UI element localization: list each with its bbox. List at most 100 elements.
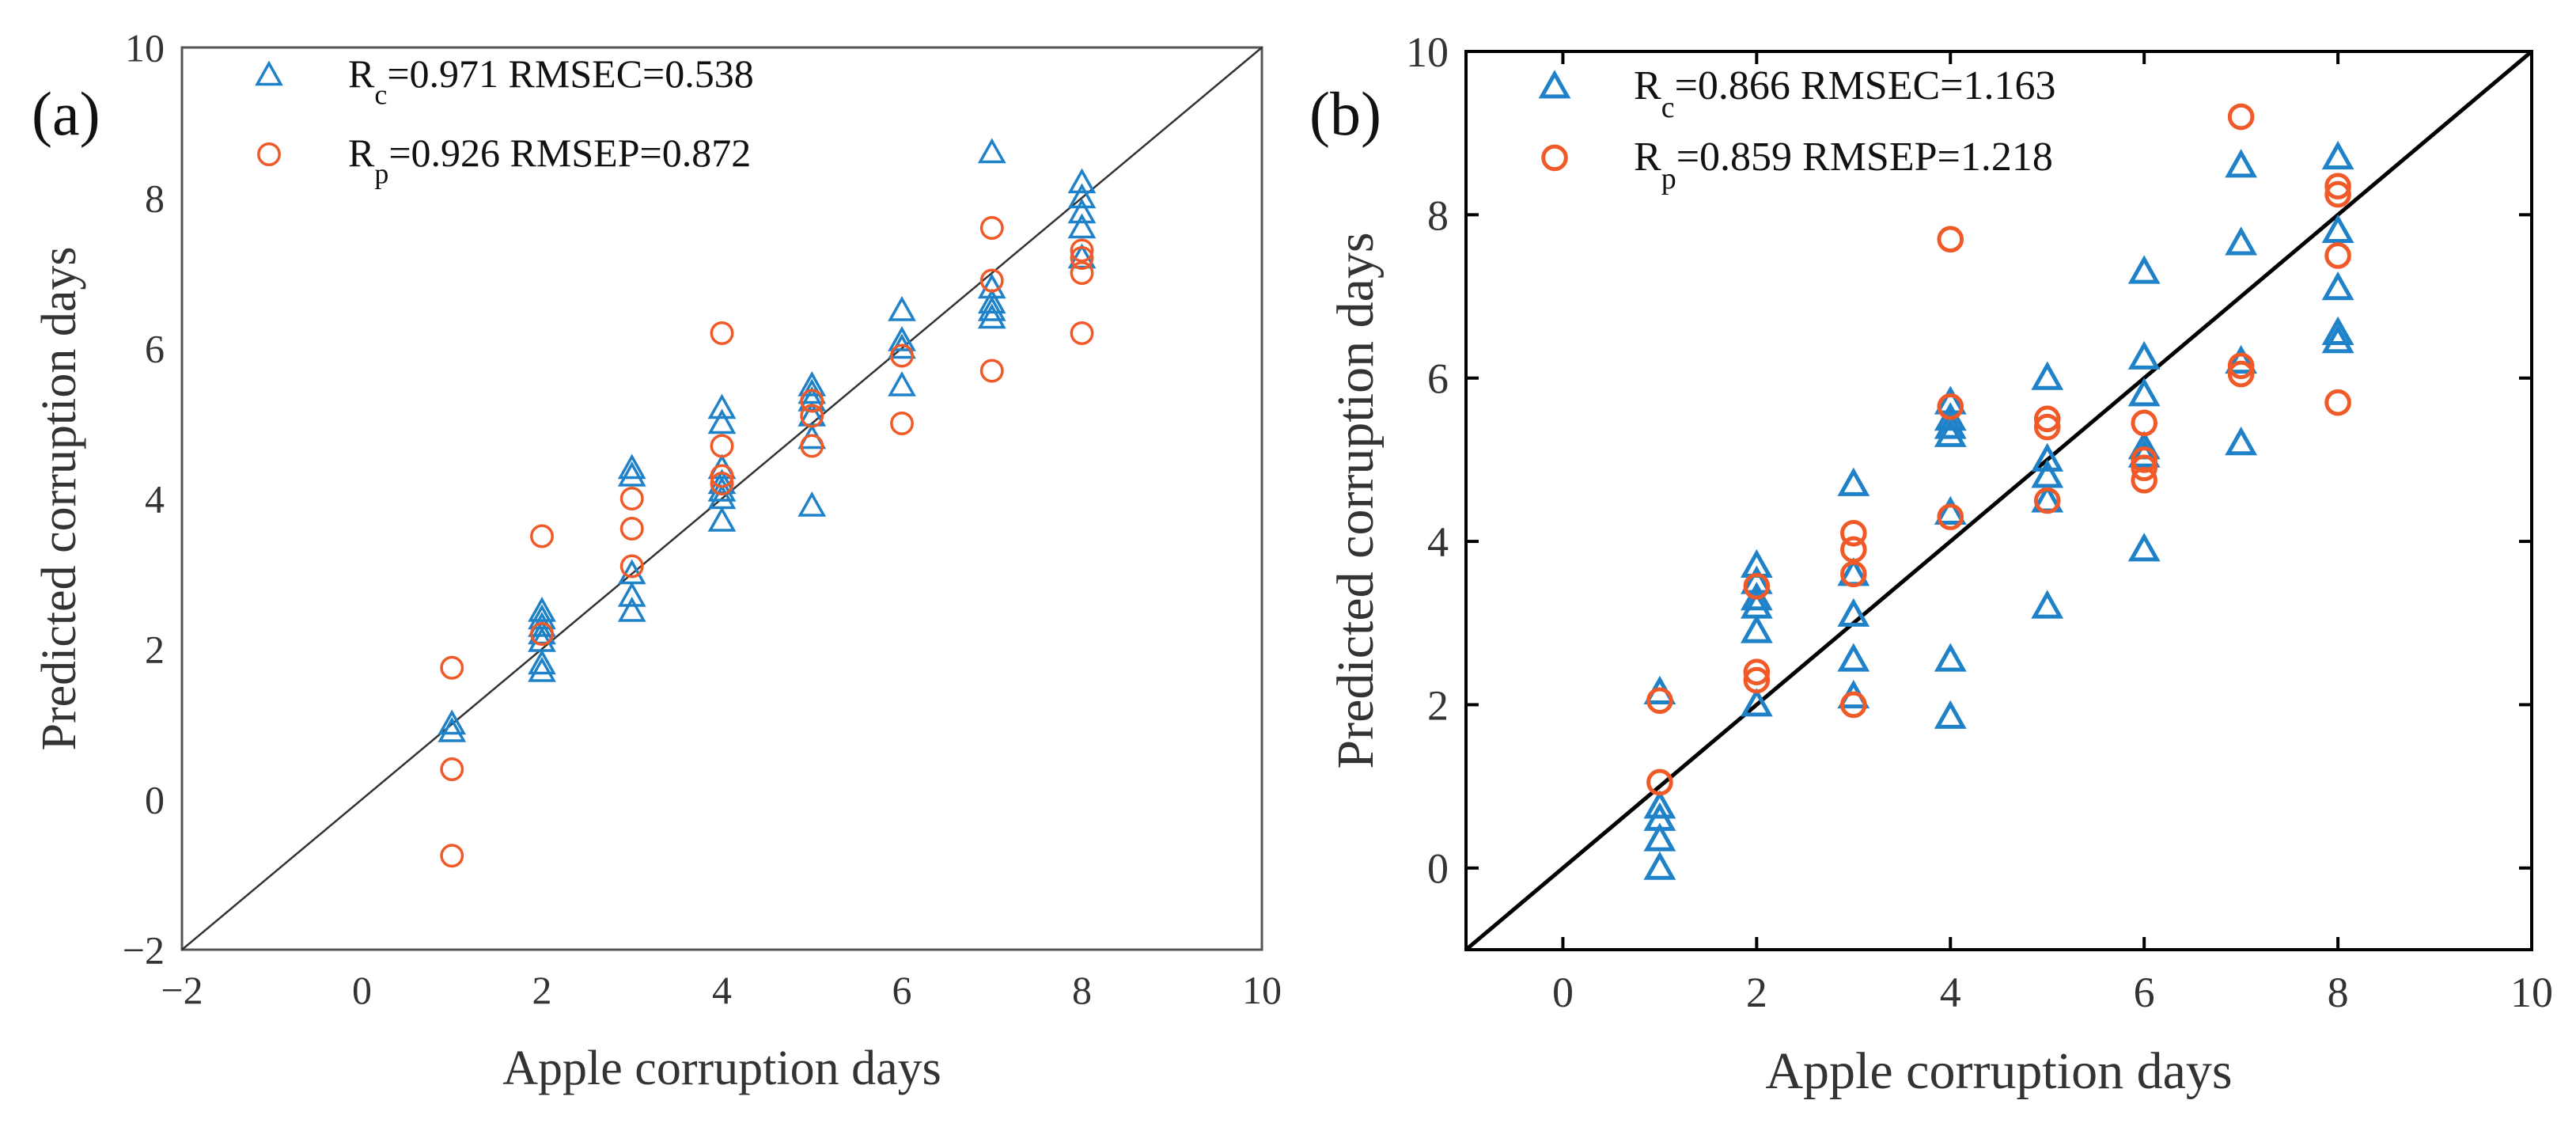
panel-a-point-calibration [888, 371, 916, 396]
panel-a-legend-main: R [348, 51, 375, 96]
panel-b-point-prediction [1937, 226, 1964, 253]
panel-b-point-calibration [1837, 598, 1870, 627]
panel-a-point-calibration [1067, 198, 1097, 224]
panel-b-point-calibration [1837, 643, 1870, 672]
panel-a-point-calibration [707, 506, 737, 532]
panel-b-x-tick-label: 10 [2510, 969, 2553, 1016]
panel-a-point-prediction [1070, 246, 1094, 270]
panel-b-point-prediction [1840, 560, 1867, 588]
panel-a-legend-rest: =0.971 RMSEC=0.538 [387, 51, 753, 96]
panel-a-point-prediction [800, 434, 824, 458]
panel-b-point-calibration [2031, 590, 2064, 619]
panel-b-point-prediction [1646, 687, 1673, 715]
panel-b-point-prediction [2324, 242, 2351, 269]
panel-b-point-calibration [2321, 214, 2354, 243]
panel-a-point-prediction [1070, 238, 1094, 263]
panel-a-x-tick-label: 2 [532, 968, 552, 1012]
panel-a-point-prediction [619, 517, 644, 541]
panel-a-y-tick-label: 10 [125, 26, 165, 70]
panel-b-point-prediction [1743, 666, 1771, 694]
panel-b-point-prediction [1646, 768, 1673, 796]
panel-b-y-tick-label: 8 [1427, 192, 1449, 239]
panel-b-point-prediction [2131, 409, 2157, 437]
panel-a-point-calibration [888, 326, 916, 351]
panel-b-point-calibration [2127, 438, 2161, 468]
panel-b-y-tick-label: 0 [1427, 845, 1449, 893]
panel-b-point-prediction [1840, 691, 1867, 719]
panel-b-legend-main: R [1634, 63, 1661, 108]
panel-a-point-prediction [619, 554, 644, 579]
panel-b-y-tick-label: 2 [1427, 681, 1449, 729]
panel-a-point-calibration [977, 138, 1006, 164]
panel-a-point-prediction [440, 655, 464, 680]
panel-b-legend-label-calibration: Rc=0.866 RMSEC=1.163 [1634, 63, 2056, 124]
panel-a-x-tick-label: 8 [1072, 968, 1092, 1012]
panel-a-y-ticks: −2 0 2 4 6 8 10 [123, 26, 165, 973]
panel-a-y-tick-label: −2 [123, 928, 165, 973]
panel-b-point-calibration [1934, 700, 1967, 729]
panel-a-x-ticks: −2 0 2 4 6 8 10 [161, 968, 1282, 1012]
panel-b-point-prediction [2131, 454, 2157, 482]
panel-a-legend-main: R [348, 131, 375, 175]
panel-b-point-prediction [2227, 352, 2255, 380]
panel-b-point-prediction [1743, 573, 1771, 600]
panel-a-y-tick-label: 2 [145, 628, 165, 672]
panel-a-legend: Rc=0.971 RMSEC=0.538 Rp=0.926 RMSEP=0.872 [255, 51, 754, 190]
panel-b-point-calibration [1740, 614, 1773, 643]
panel-b-point-prediction [1743, 658, 1771, 685]
panel-a-x-tick-label: 4 [712, 968, 732, 1012]
panel-a-axes-box [180, 46, 1263, 951]
panel-b-legend-sub: c [1661, 91, 1675, 124]
panel-a-legend-label-calibration: Rc=0.971 RMSEC=0.538 [348, 51, 754, 111]
panel-a-point-prediction [800, 389, 824, 413]
panel-a-panel-label: (a) [32, 79, 100, 148]
panel-a-point-calibration [617, 582, 646, 607]
panel-b-x-ticks: 0 2 4 6 8 10 [1552, 51, 2553, 1016]
panel-b-point-calibration [1643, 851, 1676, 880]
panel-b-point-calibration [1934, 643, 1967, 672]
panel-b-legend-rest: =0.866 RMSEC=1.163 [1675, 63, 2056, 108]
panel-a-point-calibration [707, 393, 737, 419]
panel-b-y-tick-label: 6 [1427, 355, 1449, 403]
panel-a-point-calibration [888, 296, 916, 321]
panel-b-point-prediction [2131, 466, 2157, 494]
panel-b-point-calibration [2127, 533, 2161, 562]
panel-b-x-axis-label: Apple corruption days [1765, 1042, 2232, 1100]
panel-b-panel-label: (b) [1309, 79, 1381, 148]
panel-a-point-calibration [528, 649, 556, 675]
panel-b-x-tick-label: 4 [1940, 969, 1961, 1016]
panel-a-point-prediction [710, 434, 734, 458]
panel-a-legend-marker-prediction [257, 142, 281, 166]
panel-b-reference-line [1464, 50, 2533, 951]
panel-b-series-prediction [1646, 103, 2351, 796]
panel-a-point-prediction [710, 472, 734, 495]
panel-b-point-prediction [2033, 487, 2061, 514]
panel-a-y-tick-label: 0 [145, 778, 165, 822]
panel-b-point-calibration [2031, 361, 2064, 390]
panel-b-point-calibration [2225, 149, 2258, 178]
panel-b-x-tick-label: 8 [2328, 969, 2349, 1016]
panel-a-point-prediction [800, 404, 824, 428]
panel-b-x-tick-label: 6 [2134, 969, 2155, 1016]
panel-a-point-calibration [797, 491, 827, 517]
panel-b-point-calibration [1643, 790, 1676, 819]
panel-a-legend-label-prediction: Rp=0.926 RMSEP=0.872 [348, 131, 751, 190]
panel-b-x-tick-label: 0 [1552, 969, 1574, 1016]
panel-a-point-prediction [619, 487, 644, 510]
panel-a-point-prediction [440, 844, 464, 868]
panel-b-point-calibration [1934, 495, 1967, 525]
panel-a-point-prediction [979, 359, 1004, 383]
panel-b-point-calibration [2321, 271, 2354, 301]
panel-b-point-calibration [1643, 822, 1676, 852]
panel-a-point-prediction [890, 412, 914, 435]
panel-b-point-prediction [2033, 413, 2061, 441]
panel-b-x-tick-label: 2 [1746, 969, 1767, 1016]
panel-a-point-calibration [1067, 213, 1097, 239]
panel-a-point-calibration [1067, 168, 1097, 194]
panel-b-point-calibration [1934, 410, 1967, 439]
panel-b-point-calibration [2127, 377, 2161, 407]
panel-b-point-prediction [1937, 393, 1964, 420]
